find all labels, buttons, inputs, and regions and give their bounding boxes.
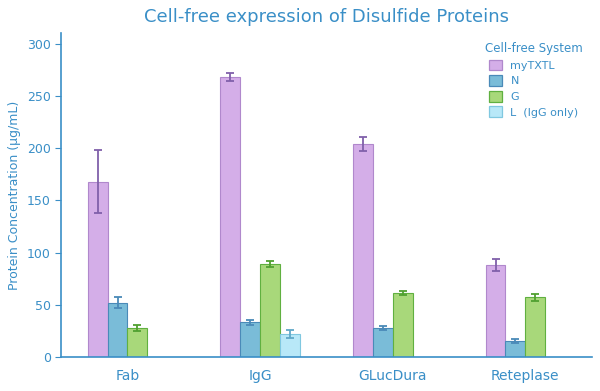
Bar [393,293,413,357]
Bar [526,298,545,357]
Bar [485,265,505,357]
Y-axis label: Protein Concentration (μg/mL): Protein Concentration (μg/mL) [8,100,22,290]
Bar [88,181,107,357]
Bar [127,328,148,357]
Bar [373,328,393,357]
Bar [107,303,127,357]
Bar [240,323,260,357]
Legend: myTXTL, N, G, L  (IgG only): myTXTL, N, G, L (IgG only) [482,39,586,121]
Bar [353,144,373,357]
Bar [280,334,300,357]
Bar [260,264,280,357]
Bar [505,341,526,357]
Bar [220,77,240,357]
Title: Cell-free expression of Disulfide Proteins: Cell-free expression of Disulfide Protei… [144,8,509,26]
